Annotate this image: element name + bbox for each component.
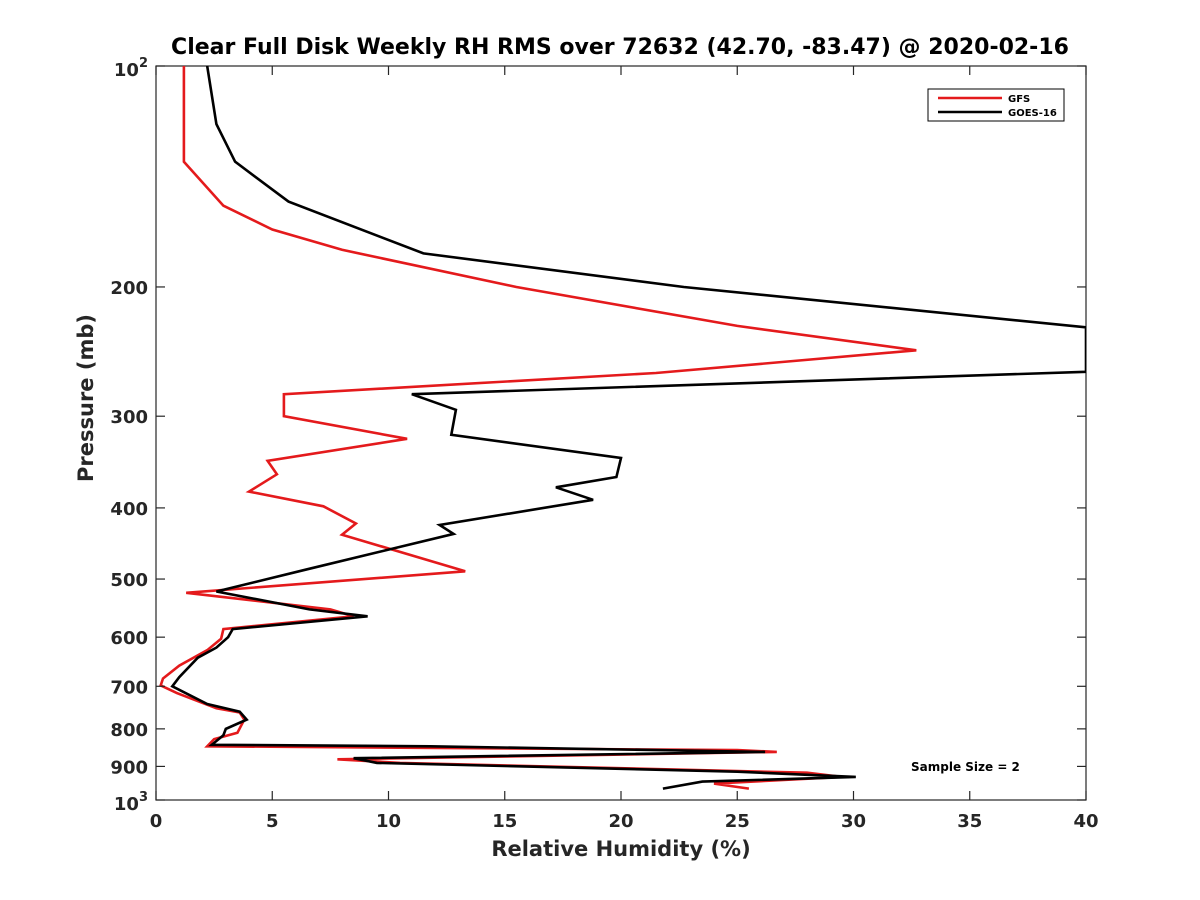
x-tick-label: 30	[841, 811, 866, 832]
y-axis: 102 200 300 400 500 600 700 800 900 103	[110, 56, 1086, 815]
y-tick-label: 700	[110, 677, 148, 698]
plot-area: 0 5 10 15 20 25 30 35 40 102 200 300 400 500 600 700 80…	[110, 56, 1098, 832]
legend: GFS GOES-16	[927, 88, 1065, 122]
y-tick-label: 103	[114, 790, 148, 815]
plot-frame	[155, 65, 1087, 801]
series-line-gfs	[159, 66, 917, 790]
y-tick-label: 300	[110, 407, 148, 428]
y-axis-label: Pressure (mb)	[74, 314, 98, 482]
legend-label-goes-16: GOES-16	[1008, 108, 1057, 119]
x-tick-label: 35	[957, 811, 982, 832]
legend-label-gfs: GFS	[1008, 94, 1030, 105]
x-tick-label: 0	[150, 811, 163, 832]
y-tick-label: 900	[110, 757, 148, 778]
y-tick-label: 500	[110, 570, 148, 591]
x-tick-label: 40	[1073, 811, 1098, 832]
y-tick-label: 600	[110, 628, 148, 649]
sample-size-annotation: Sample Size = 2	[911, 760, 1020, 774]
series-layer	[159, 66, 1086, 790]
legend-box	[927, 88, 1065, 122]
x-tick-label: 25	[725, 811, 750, 832]
y-tick-label: 400	[110, 499, 148, 520]
x-tick-label: 10	[376, 811, 401, 832]
x-tick-label: 5	[266, 811, 279, 832]
x-axis: 0 5 10 15 20 25 30 35 40	[150, 66, 1099, 832]
chart-title: Clear Full Disk Weekly RH RMS over 72632…	[171, 35, 1069, 60]
y-tick-label: 800	[110, 720, 148, 741]
y-tick-label: 102	[114, 56, 148, 81]
x-tick-label: 20	[608, 811, 633, 832]
series-line-goes-16	[170, 66, 1086, 790]
y-tick-label: 200	[110, 278, 148, 299]
x-axis-label: Relative Humidity (%)	[491, 837, 750, 861]
x-tick-label: 15	[492, 811, 517, 832]
legend-items: GFS GOES-16	[938, 94, 1057, 119]
